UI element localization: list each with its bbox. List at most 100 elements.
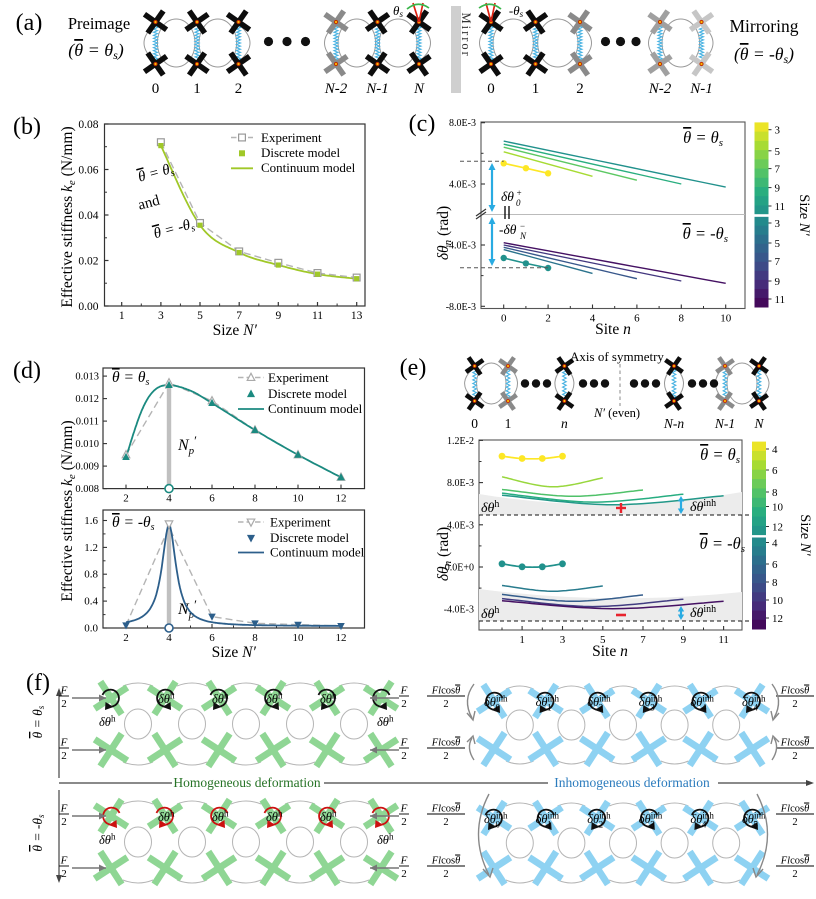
- svg-text:(c): (c): [409, 111, 436, 137]
- svg-text:F: F: [400, 737, 408, 749]
- svg-text:1: 1: [505, 416, 512, 431]
- svg-text:12: 12: [336, 493, 347, 505]
- svg-text:1.6: 1.6: [84, 515, 98, 527]
- svg-text:Flcosθ: Flcosθ: [780, 856, 810, 867]
- svg-text:9: 9: [275, 310, 281, 322]
- svg-text:2: 2: [443, 869, 448, 880]
- svg-text:1.2: 1.2: [84, 542, 98, 554]
- svg-text:Inhomogeneous deformation: Inhomogeneous deformation: [554, 775, 710, 790]
- svg-text:11: 11: [718, 634, 729, 646]
- svg-text:(d): (d): [13, 358, 41, 384]
- svg-text:13: 13: [351, 310, 363, 322]
- svg-text:9: 9: [681, 634, 687, 646]
- svg-text:N-1: N-1: [365, 81, 389, 97]
- svg-text:2: 2: [792, 751, 797, 762]
- svg-text:N: N: [753, 416, 764, 431]
- svg-text:12: 12: [336, 632, 347, 644]
- svg-text:0.06: 0.06: [78, 165, 98, 177]
- svg-text:Continuum model: Continuum model: [261, 160, 356, 175]
- svg-text:10: 10: [720, 313, 732, 325]
- svg-text:2: 2: [123, 493, 129, 505]
- svg-text:10: 10: [772, 595, 784, 607]
- svg-text:2: 2: [401, 816, 407, 828]
- svg-text:2: 2: [792, 817, 797, 828]
- svg-text:and: and: [136, 192, 162, 213]
- svg-text:2: 2: [61, 698, 67, 710]
- svg-text:3: 3: [158, 310, 164, 322]
- svg-text:4: 4: [166, 493, 172, 505]
- svg-text:7: 7: [236, 310, 242, 322]
- svg-text:11: 11: [312, 310, 323, 322]
- svg-text:8: 8: [772, 577, 778, 589]
- svg-text:0.013: 0.013: [75, 372, 99, 383]
- svg-text:N-n: N-n: [663, 416, 685, 431]
- svg-text:3: 3: [560, 634, 566, 646]
- svg-text:1: 1: [119, 310, 125, 322]
- svg-text:0.4: 0.4: [84, 596, 98, 608]
- svg-text:-4.0E-3: -4.0E-3: [446, 241, 476, 252]
- svg-text:0: 0: [501, 313, 507, 325]
- svg-text:1: 1: [193, 81, 201, 97]
- svg-text:2: 2: [443, 817, 448, 828]
- svg-text:0.8: 0.8: [84, 569, 98, 581]
- svg-text:F: F: [60, 855, 68, 867]
- svg-text:Effective stiffness ke (N/mm): Effective stiffness ke (N/mm): [59, 420, 78, 601]
- svg-text:θs: θs: [393, 3, 403, 19]
- svg-text:2: 2: [61, 816, 67, 828]
- svg-text:θ = θs: θ = θs: [683, 128, 723, 149]
- svg-text:2: 2: [235, 81, 243, 97]
- svg-text:5: 5: [600, 634, 606, 646]
- svg-text:10: 10: [293, 493, 305, 505]
- svg-text:N-2: N-2: [648, 81, 672, 97]
- svg-text:7: 7: [775, 164, 781, 176]
- svg-text:5: 5: [775, 238, 781, 250]
- svg-text:θ = θs: θ = θs: [30, 705, 46, 738]
- svg-text:2: 2: [401, 698, 407, 710]
- svg-text:θ = -θs: θ = -θs: [112, 514, 155, 533]
- svg-text:1: 1: [532, 81, 540, 97]
- svg-text:0.0: 0.0: [84, 623, 98, 635]
- svg-text:6: 6: [634, 313, 640, 325]
- svg-text:2: 2: [443, 699, 448, 710]
- svg-text:Size N′: Size N′: [213, 322, 258, 339]
- svg-text:1.2E-2: 1.2E-2: [447, 436, 474, 447]
- svg-text:θ = -θs: θ = -θs: [683, 224, 728, 245]
- svg-text:6: 6: [772, 465, 778, 477]
- svg-text:4.0E-3: 4.0E-3: [447, 520, 474, 531]
- svg-text:1: 1: [519, 634, 525, 646]
- svg-text:θ = θs: θ = θs: [112, 369, 149, 388]
- svg-text:11: 11: [775, 201, 786, 213]
- svg-text:N: N: [519, 231, 527, 241]
- svg-text:Size N′: Size N′: [797, 514, 813, 556]
- svg-text:0: 0: [471, 416, 478, 431]
- svg-text:Preimage: Preimage: [68, 14, 130, 33]
- svg-text:3: 3: [775, 218, 781, 230]
- svg-text:8: 8: [772, 487, 778, 499]
- svg-text:11: 11: [775, 294, 786, 306]
- svg-text:0.012: 0.012: [75, 394, 99, 405]
- svg-text:(f): (f): [26, 670, 50, 696]
- svg-text:2: 2: [545, 313, 551, 325]
- svg-text:Mirroring: Mirroring: [729, 16, 798, 36]
- svg-text:θ = θs: θ = θs: [700, 445, 740, 466]
- svg-text:Discrete model: Discrete model: [268, 386, 347, 401]
- svg-text:F: F: [60, 685, 68, 697]
- svg-text:0: 0: [152, 81, 160, 97]
- svg-text:-4.0E-3: -4.0E-3: [444, 605, 474, 616]
- svg-text:N-1: N-1: [714, 416, 735, 431]
- svg-text:8: 8: [252, 632, 258, 644]
- svg-text:0.010: 0.010: [75, 439, 99, 450]
- svg-text:2: 2: [123, 632, 129, 644]
- svg-text:N-1: N-1: [689, 81, 713, 97]
- svg-text:4: 4: [166, 632, 172, 644]
- svg-text:Size N′: Size N′: [796, 194, 812, 236]
- svg-text:N-2: N-2: [324, 81, 348, 97]
- svg-text:12: 12: [772, 522, 783, 534]
- svg-text:Flcosθ: Flcosθ: [780, 686, 810, 697]
- svg-text:10: 10: [772, 502, 784, 514]
- svg-text:0.008: 0.008: [75, 484, 99, 495]
- svg-text:3: 3: [775, 125, 781, 137]
- svg-text:Experiment: Experiment: [261, 130, 322, 145]
- svg-text:Homogeneous deformation: Homogeneous deformation: [173, 775, 321, 790]
- svg-text:0: 0: [487, 81, 495, 97]
